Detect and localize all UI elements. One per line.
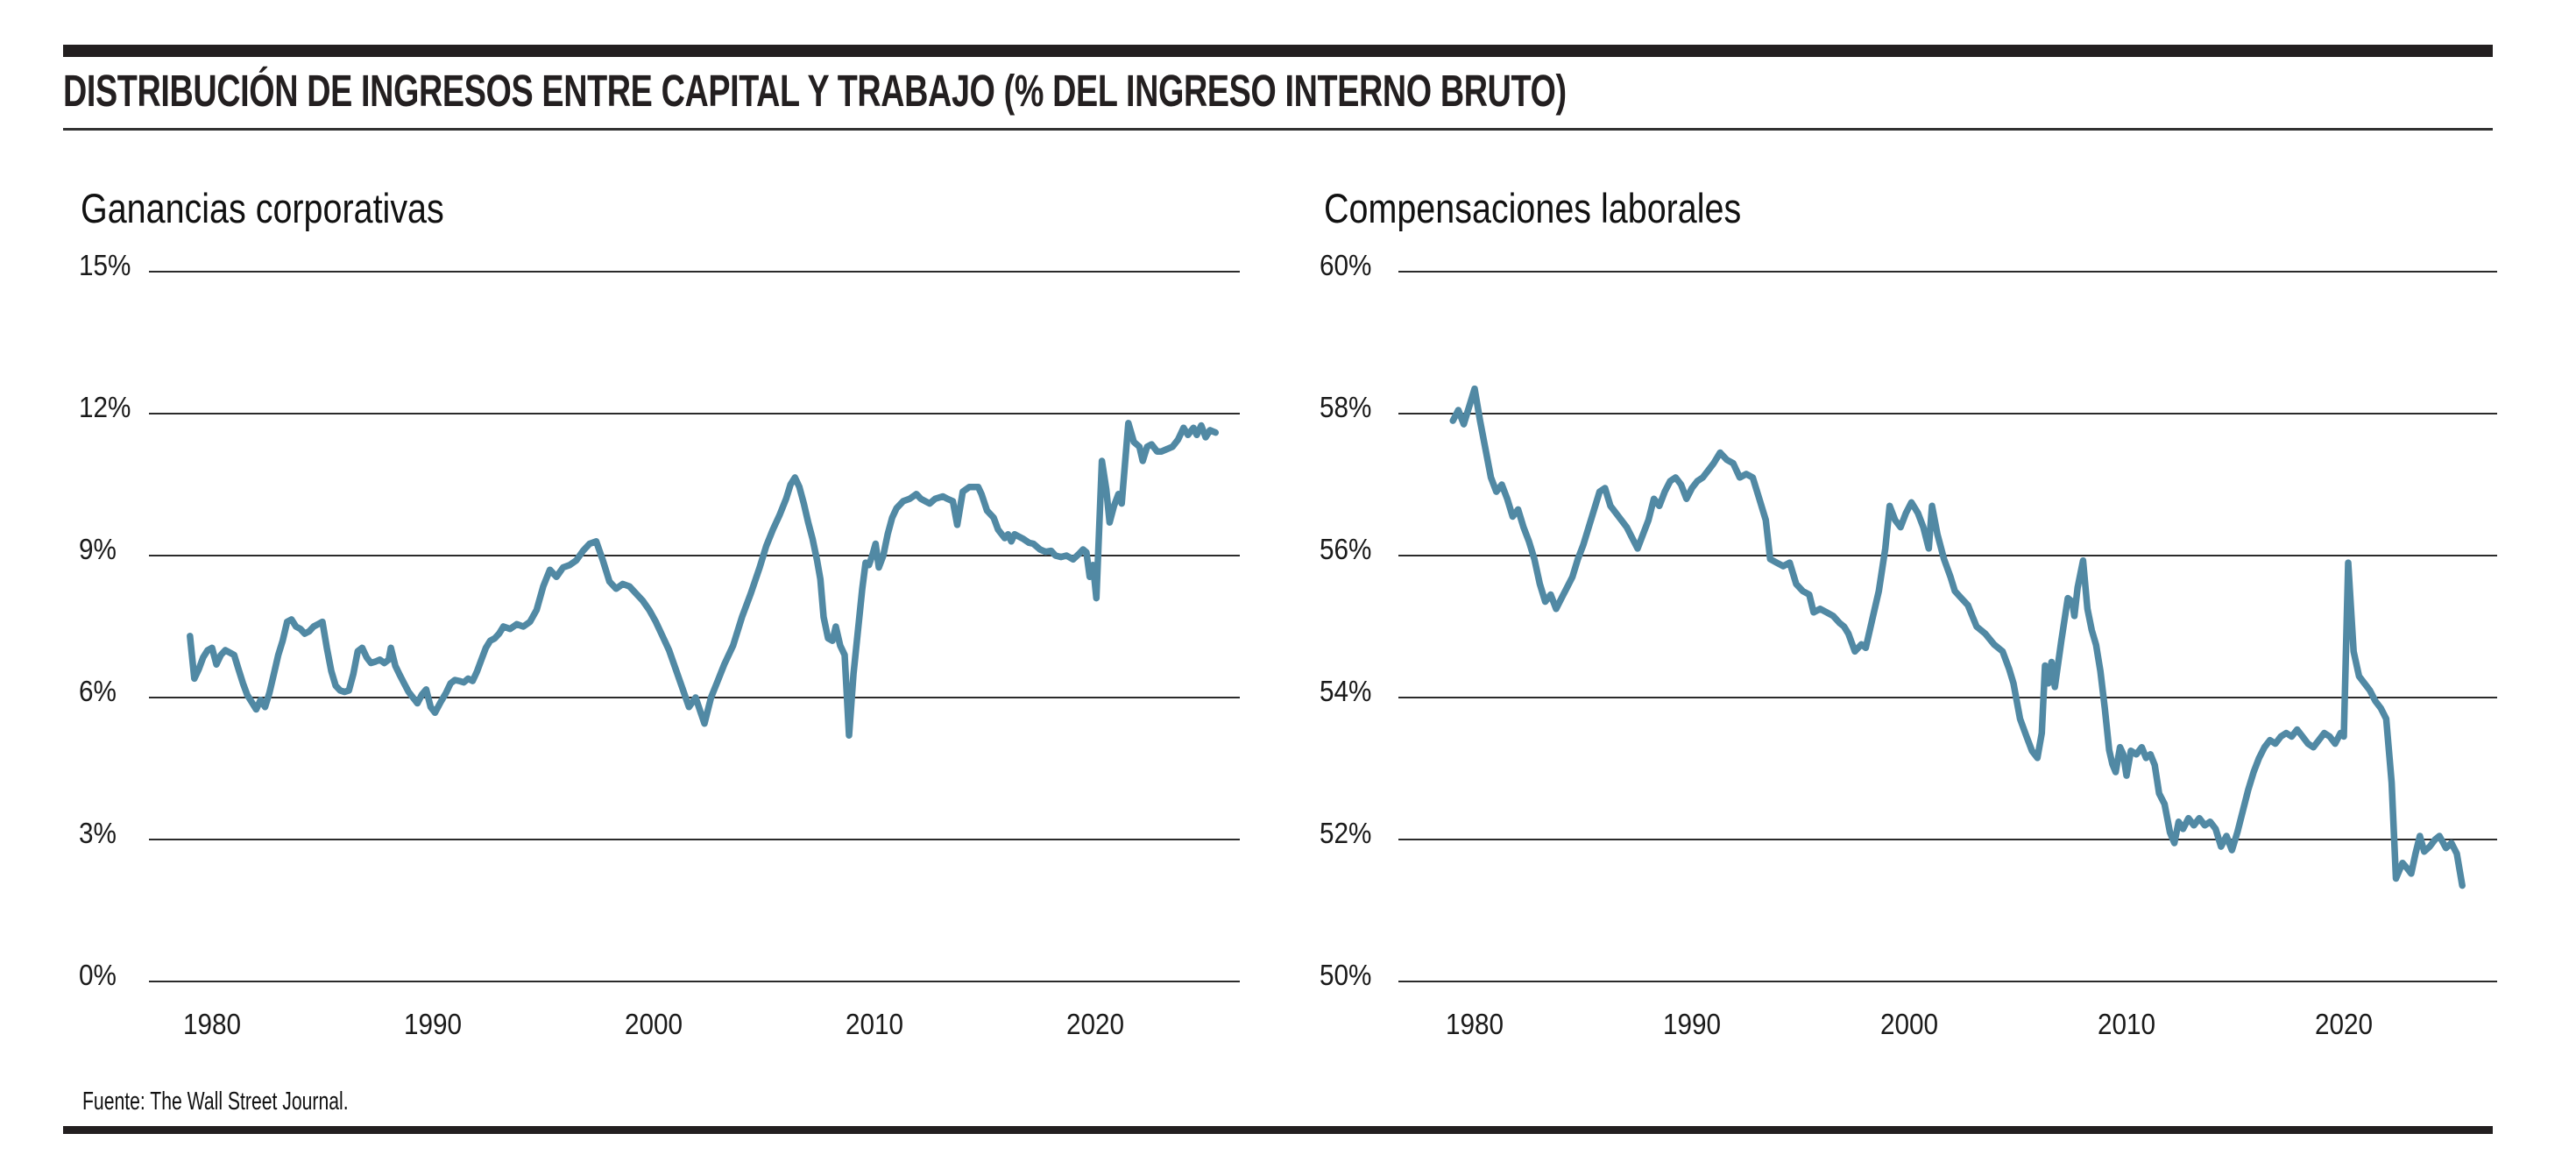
y-tick-label: 52% <box>1320 818 1371 850</box>
x-tick-label: 1990 <box>1663 1009 1721 1041</box>
x-tick-label: 2020 <box>1066 1009 1124 1041</box>
bottom-rule <box>63 1126 2493 1134</box>
x-tick-label: 1980 <box>183 1009 241 1041</box>
title-divider <box>63 128 2493 131</box>
x-tick-label: 2000 <box>625 1009 683 1041</box>
x-tick-label: 2000 <box>1880 1009 1938 1041</box>
chart-corporate-profits: 15% 12% 9% 6% 3% 0% 1980 1990 2000 2010 2020 <box>79 250 1240 1041</box>
chart-title-corporate-profits: Ganancias corporativas <box>81 185 444 231</box>
y-tick-label: 3% <box>79 818 117 850</box>
y-tick-label: 9% <box>79 534 117 566</box>
y-tick-label: 6% <box>79 676 117 708</box>
page-title: DISTRIBUCIÓN DE INGRESOS ENTRE CAPITAL Y… <box>63 66 1567 116</box>
y-tick-label: 60% <box>1320 250 1371 282</box>
y-tick-label: 15% <box>79 250 131 282</box>
source-note: Fuente: The Wall Street Journal. <box>82 1088 349 1116</box>
y-tick-label: 58% <box>1320 392 1371 424</box>
y-tick-label: 54% <box>1320 676 1371 708</box>
x-tick-label: 1980 <box>1446 1009 1504 1041</box>
series-line-corporate-profits <box>187 420 1220 739</box>
y-tick-label: 0% <box>79 960 117 992</box>
y-tick-label: 12% <box>79 392 131 424</box>
x-tick-label: 1990 <box>404 1009 462 1041</box>
series-line-labor-compensation <box>1449 385 2466 889</box>
y-tick-label: 56% <box>1320 534 1371 566</box>
y-tick-label: 50% <box>1320 960 1371 992</box>
top-rule <box>63 45 2493 57</box>
x-tick-label: 2010 <box>2098 1009 2155 1041</box>
chart-title-labor-compensation: Compensaciones laborales <box>1324 185 1742 231</box>
x-tick-label: 2010 <box>846 1009 903 1041</box>
x-tick-label: 2020 <box>2315 1009 2373 1041</box>
chart-labor-compensation: 60% 58% 56% 54% 52% 50% 1980 1990 2000 2010 2020 <box>1320 250 2497 1041</box>
